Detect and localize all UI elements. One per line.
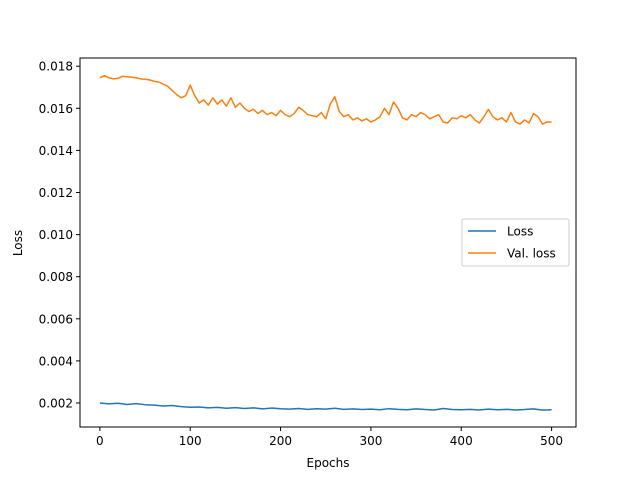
y-tick-label: 0.016 bbox=[39, 102, 73, 116]
y-tick-label: 0.006 bbox=[39, 312, 73, 326]
x-tick-label: 200 bbox=[269, 434, 292, 448]
y-tick-label: 0.012 bbox=[39, 186, 73, 200]
legend: Loss Val. loss bbox=[461, 218, 570, 267]
x-tick-label: 100 bbox=[179, 434, 202, 448]
x-tick-label: 400 bbox=[450, 434, 473, 448]
legend-label-val-loss: Val. loss bbox=[507, 247, 556, 261]
x-axis-label: Epochs bbox=[307, 456, 350, 470]
y-axis-ticks: 0.002 0.004 0.006 0.008 0.010 0.012 0.014 0.016… bbox=[39, 60, 80, 411]
y-tick-label: 0.002 bbox=[39, 397, 73, 411]
y-tick-label: 0.014 bbox=[39, 144, 73, 158]
x-tick-label: 300 bbox=[359, 434, 382, 448]
legend-label-loss: Loss bbox=[507, 225, 533, 239]
y-tick-label: 0.004 bbox=[39, 354, 73, 368]
series-line-loss bbox=[99, 402, 552, 411]
y-axis-label: Loss bbox=[11, 230, 25, 256]
plot-frame bbox=[79, 57, 577, 428]
x-axis-ticks: 0 100 200 300 400 500 bbox=[96, 427, 563, 448]
y-tick-label: 0.018 bbox=[39, 60, 73, 74]
y-tick-label: 0.008 bbox=[39, 270, 73, 284]
x-tick-label: 0 bbox=[96, 434, 104, 448]
y-tick-label: 0.010 bbox=[39, 228, 73, 242]
series-line-val-loss bbox=[99, 74, 552, 125]
x-tick-label: 500 bbox=[540, 434, 563, 448]
series-layer bbox=[99, 74, 552, 411]
